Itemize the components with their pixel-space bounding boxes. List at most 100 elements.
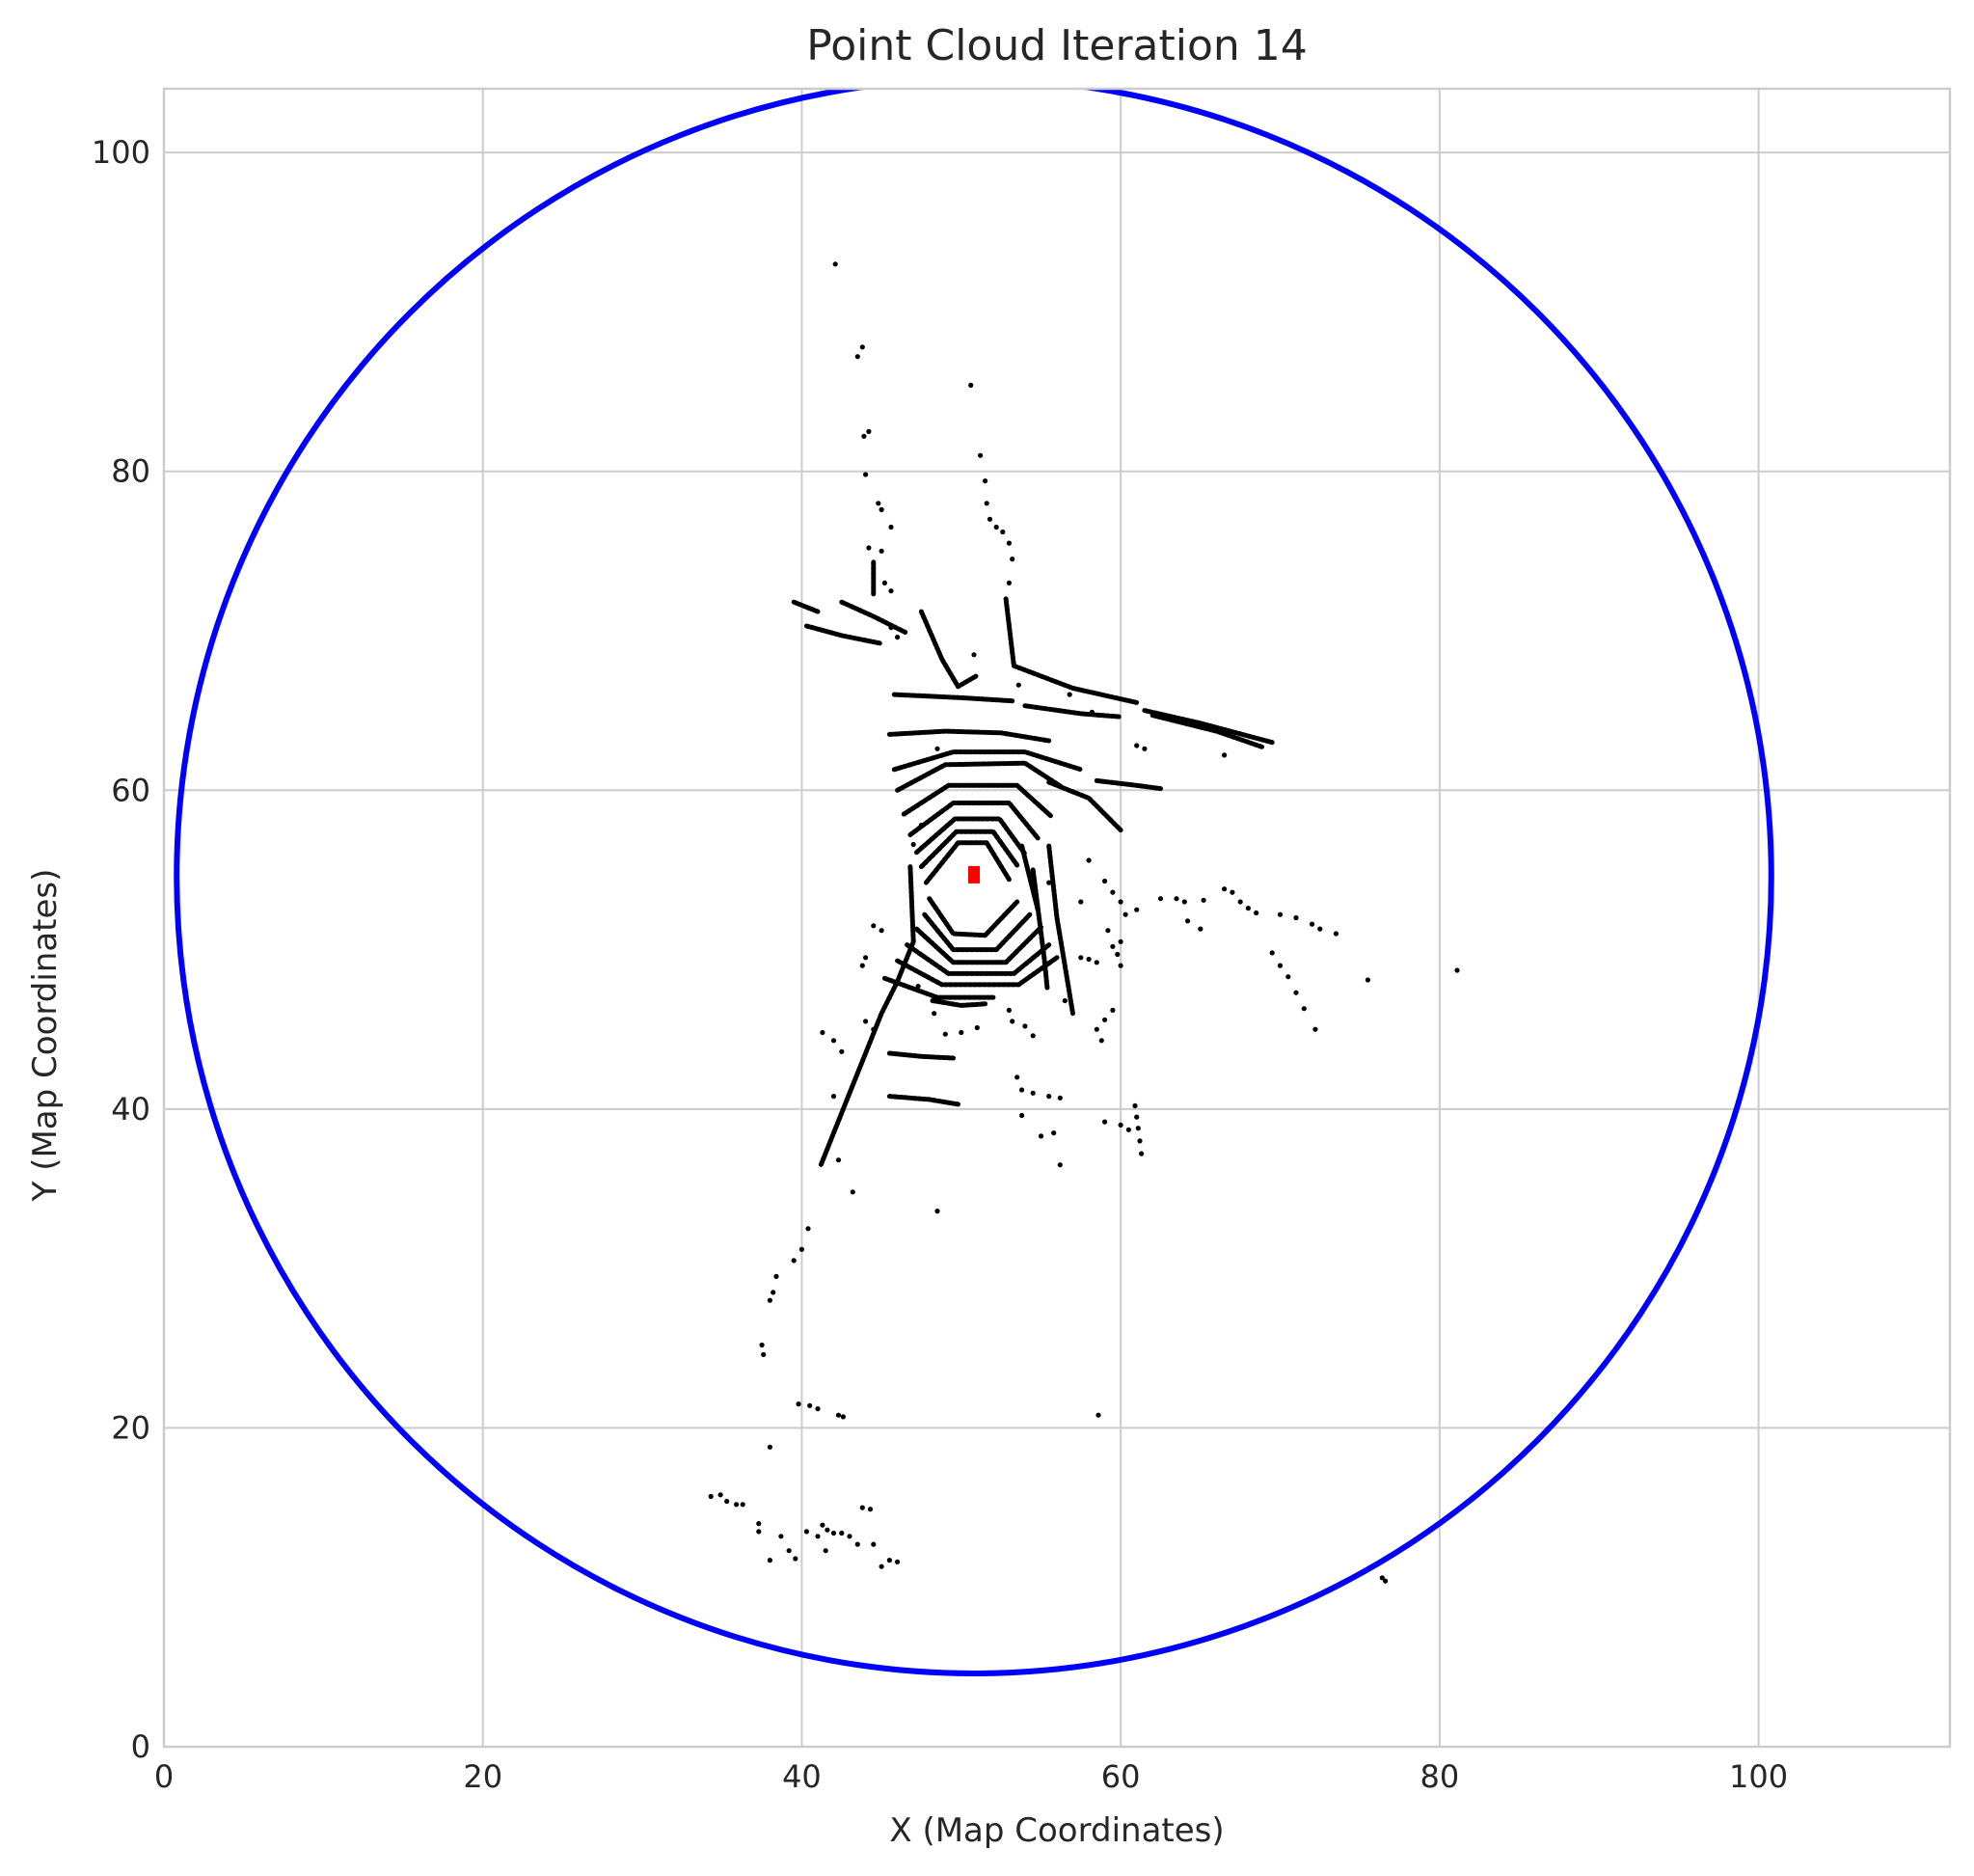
point <box>791 1258 797 1264</box>
point <box>1383 1578 1389 1584</box>
point <box>825 1527 830 1533</box>
point <box>1230 889 1235 895</box>
point <box>895 635 901 640</box>
scan-line <box>905 942 1052 976</box>
point <box>1089 709 1095 715</box>
point <box>761 1351 767 1357</box>
point <box>793 1556 798 1562</box>
point <box>859 1505 865 1510</box>
point <box>708 1493 714 1500</box>
point <box>847 1534 852 1539</box>
scan-line <box>818 864 916 1168</box>
point <box>1277 963 1284 968</box>
point <box>1118 963 1123 968</box>
point <box>807 1402 813 1408</box>
point <box>1006 580 1012 586</box>
point <box>1102 1017 1108 1022</box>
point <box>767 1297 773 1303</box>
point <box>1105 928 1111 934</box>
point <box>1067 692 1072 697</box>
y-tick-label: 20 <box>111 1409 150 1446</box>
point <box>839 1048 845 1054</box>
point <box>1062 997 1068 1004</box>
point <box>1317 926 1323 932</box>
x-tick-label: 40 <box>782 1758 822 1795</box>
plot-area <box>162 87 1952 1749</box>
point <box>863 1019 869 1024</box>
point <box>942 1031 948 1037</box>
scan-line <box>839 599 908 636</box>
point <box>756 1529 762 1535</box>
scan-line <box>1094 777 1163 792</box>
scan-line <box>922 911 1033 953</box>
point <box>1222 752 1228 758</box>
point <box>756 1521 762 1527</box>
point <box>717 1492 723 1498</box>
point <box>1222 886 1228 892</box>
point <box>863 472 869 477</box>
point <box>1022 1023 1028 1029</box>
point <box>1201 897 1206 903</box>
x-tick-label: 20 <box>463 1758 502 1795</box>
point <box>1078 955 1084 961</box>
point <box>871 923 877 929</box>
point <box>798 1246 805 1252</box>
point <box>993 524 999 530</box>
point <box>876 501 881 506</box>
point <box>1310 921 1315 927</box>
point <box>859 963 865 968</box>
point <box>724 1498 730 1505</box>
point <box>984 501 989 506</box>
scan-line <box>803 623 884 646</box>
point <box>1142 746 1148 751</box>
y-tick-label: 60 <box>111 772 150 808</box>
point <box>1237 899 1243 905</box>
grid <box>163 89 1950 1748</box>
point <box>1122 911 1128 917</box>
point <box>1134 743 1140 748</box>
point <box>823 1548 828 1554</box>
point <box>815 1534 821 1539</box>
scan-line <box>930 998 988 1008</box>
scan-line <box>886 728 1052 744</box>
scan-line <box>895 760 1065 793</box>
point <box>830 1038 837 1044</box>
point <box>1157 896 1164 902</box>
point <box>1019 1112 1025 1119</box>
scan-line <box>918 609 980 690</box>
point <box>805 1226 811 1232</box>
point <box>1010 557 1015 562</box>
point <box>803 1529 810 1535</box>
point <box>1293 914 1299 921</box>
point <box>835 1412 842 1418</box>
point <box>934 746 940 751</box>
point <box>910 841 916 848</box>
point <box>1095 1412 1101 1418</box>
point <box>1365 977 1370 983</box>
point <box>1198 926 1203 932</box>
point <box>1019 1087 1025 1093</box>
point <box>854 1541 860 1547</box>
point <box>895 1559 901 1564</box>
point <box>879 1563 884 1569</box>
point <box>820 1522 825 1528</box>
point <box>1269 950 1275 956</box>
point <box>734 1502 740 1508</box>
point <box>1185 918 1191 924</box>
scan-line <box>891 692 1015 704</box>
point <box>1293 990 1299 995</box>
scan-line <box>918 829 1020 870</box>
point <box>1010 1019 1015 1024</box>
point <box>1102 878 1108 884</box>
point <box>879 928 884 934</box>
point <box>959 1029 964 1036</box>
point <box>1135 1126 1141 1131</box>
point <box>840 1414 847 1420</box>
scan-line <box>923 840 1012 885</box>
point <box>879 506 884 513</box>
point <box>1006 540 1012 546</box>
x-tick-label: 60 <box>1101 1758 1141 1795</box>
point <box>888 524 894 530</box>
point-cloud <box>174 89 1774 1676</box>
